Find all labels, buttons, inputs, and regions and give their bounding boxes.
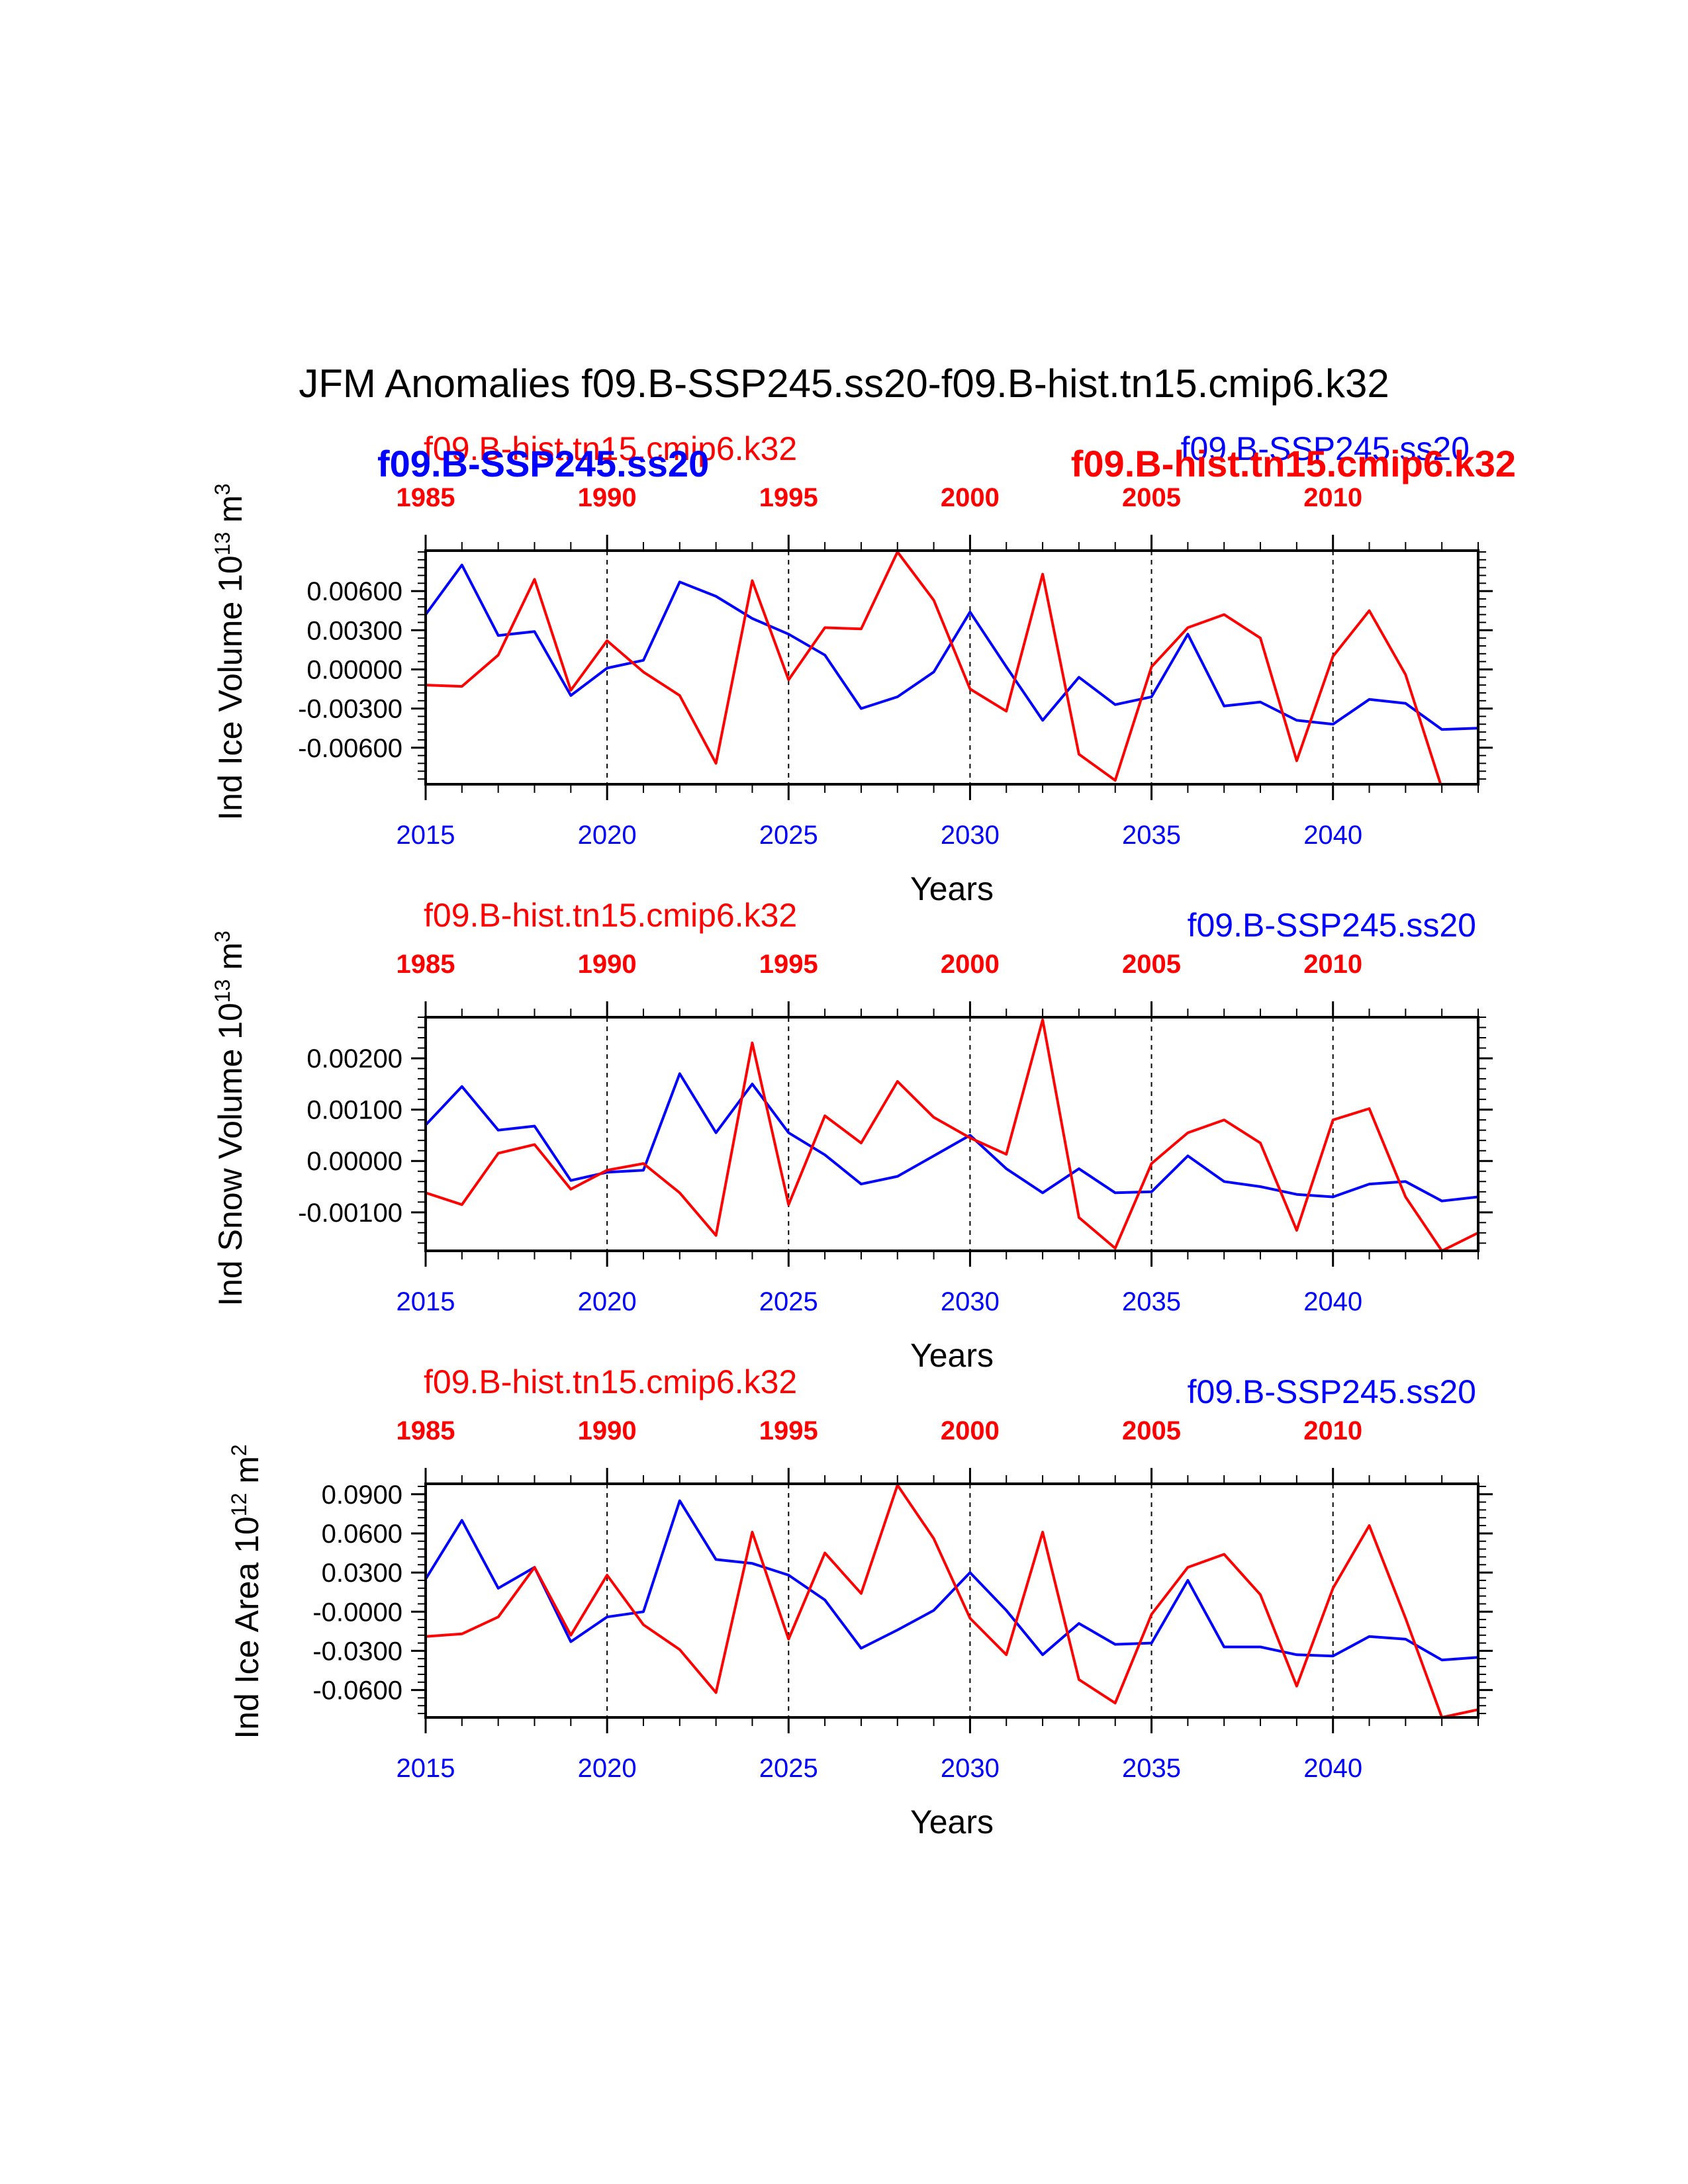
y-tick-label: 0.0900 [322, 1480, 402, 1510]
x-tick-label-bottom: 2035 [1122, 1754, 1181, 1783]
y-axis-label-1: Ind Ice Volume 1013 m3 [211, 483, 249, 820]
x-tick-label-bottom: 2020 [578, 1287, 637, 1316]
plot-frame [424, 1016, 1479, 1252]
x-tick-label-top: 1990 [578, 950, 637, 979]
hist-label-3: f09.B-hist.tn15.cmip6.k32 [424, 1363, 797, 1400]
x-tick-label-top: 2005 [1122, 950, 1181, 979]
y-tick-label: 0.0600 [322, 1520, 402, 1549]
figure-title: JFM Anomalies f09.B-SSP245.ss20-f09.B-hi… [299, 361, 1389, 406]
x-axis-label-1: Years [910, 870, 994, 907]
x-tick-label-top: 2005 [1122, 483, 1181, 512]
x-tick-label-top: 2000 [941, 483, 1000, 512]
plot-frame [424, 1482, 1479, 1719]
y-tick-label: 0.00300 [306, 616, 402, 645]
y-tick-label: -0.00300 [298, 695, 402, 724]
series-line-hist [426, 1484, 1478, 1717]
x-tick-label-bottom: 2020 [578, 1754, 637, 1783]
x-tick-label-top: 1990 [578, 1416, 637, 1445]
x-tick-label-bottom: 2035 [1122, 1287, 1181, 1316]
x-tick-label-bottom: 2030 [941, 1287, 1000, 1316]
plot-area-1: 0.00600 0.00300 0.00000 -0.00300 -0.00600 201… [298, 483, 1493, 850]
x-tick-label-top: 1995 [759, 483, 818, 512]
plot-area-3: 0.0900 0.0600 0.0300 -0.0000 -0.0300 -0.0600 2… [312, 1416, 1493, 1783]
hist-label-2: f09.B-hist.tn15.cmip6.k32 [424, 897, 797, 934]
y-axis-label-3: Ind Ice Area 1012 m2 [227, 1444, 265, 1739]
y-tick-label: -0.00600 [298, 734, 402, 763]
y-tick-label: -0.00100 [298, 1199, 402, 1228]
x-tick-label-bottom: 2015 [397, 821, 455, 850]
x-tick-label-top: 2000 [941, 950, 1000, 979]
hist-label-1: f09.B-hist.tn15.cmip6.k32 [424, 430, 797, 467]
x-tick-label-top: 1985 [397, 950, 455, 979]
x-axis-label-2: Years [910, 1337, 994, 1374]
x-tick-label-bottom: 2015 [397, 1754, 455, 1783]
x-tick-label-bottom: 2035 [1122, 821, 1181, 850]
panel-ice-area: f09.B-hist.tn15.cmip6.k32 f09.B-SSP245.s… [227, 1363, 1493, 1841]
x-tick-label-top: 1985 [397, 1416, 455, 1445]
y-tick-label: 0.00100 [306, 1096, 402, 1125]
ssp-label-2: f09.B-SSP245.ss20 [1188, 907, 1476, 944]
y-tick-label: -0.0600 [312, 1676, 402, 1706]
x-tick-label-bottom: 2030 [941, 1754, 1000, 1783]
y-axis-label-2: Ind Snow Volume 1013 m3 [211, 931, 249, 1306]
hist-overlay-label: f09.B-hist.tn15.cmip6.k32 [1071, 443, 1516, 484]
y-tick-label: 0.00600 [306, 577, 402, 606]
x-tick-label-bottom: 2040 [1303, 821, 1362, 850]
plot-frame [424, 549, 1479, 786]
x-tick-label-bottom: 2025 [759, 1287, 818, 1316]
x-tick-label-bottom: 2025 [759, 1754, 818, 1783]
panel-ice-volume: f09.B-hist.tn15.cmip6.k32 f09.B-SSP245.s… [211, 430, 1516, 907]
x-tick-label-top: 2010 [1303, 483, 1362, 512]
x-tick-label-bottom: 2040 [1303, 1754, 1362, 1783]
panel-snow-volume: f09.B-hist.tn15.cmip6.k32 f09.B-SSP245.s… [211, 897, 1493, 1374]
x-tick-label-top: 1995 [759, 950, 818, 979]
ssp-label-3: f09.B-SSP245.ss20 [1188, 1373, 1476, 1410]
y-tick-label: -0.0300 [312, 1637, 402, 1666]
y-tick-label: 0.00000 [306, 1147, 402, 1176]
x-tick-label-top: 1995 [759, 1416, 818, 1445]
x-tick-label-bottom: 2030 [941, 821, 1000, 850]
x-tick-label-bottom: 2025 [759, 821, 818, 850]
x-tick-label-bottom: 2040 [1303, 1287, 1362, 1316]
ssp-overlay-label: f09.B-SSP245.ss20 [377, 443, 709, 484]
series-line-ssp [426, 1499, 1478, 1662]
y-tick-label: 0.00200 [306, 1044, 402, 1073]
x-tick-label-top: 2010 [1303, 950, 1362, 979]
plot-area-2: 0.00200 0.00100 0.00000 -0.00100 2015 2020 202… [298, 950, 1493, 1316]
x-tick-label-top: 2010 [1303, 1416, 1362, 1445]
y-tick-label: -0.0000 [312, 1598, 402, 1627]
x-tick-label-bottom: 2015 [397, 1287, 455, 1316]
x-tick-label-top: 1985 [397, 483, 455, 512]
y-tick-label: 0.00000 [306, 655, 402, 684]
series-line-hist [426, 1018, 1478, 1251]
ssp-label-1: f09.B-SSP245.ss20 [1181, 430, 1470, 467]
y-tick-label: 0.0300 [322, 1559, 402, 1588]
series-line-hist [426, 551, 1442, 784]
x-tick-label-top: 2000 [941, 1416, 1000, 1445]
x-tick-label-bottom: 2020 [578, 821, 637, 850]
x-tick-label-top: 1990 [578, 483, 637, 512]
x-tick-label-top: 2005 [1122, 1416, 1181, 1445]
x-axis-label-3: Years [910, 1803, 994, 1841]
